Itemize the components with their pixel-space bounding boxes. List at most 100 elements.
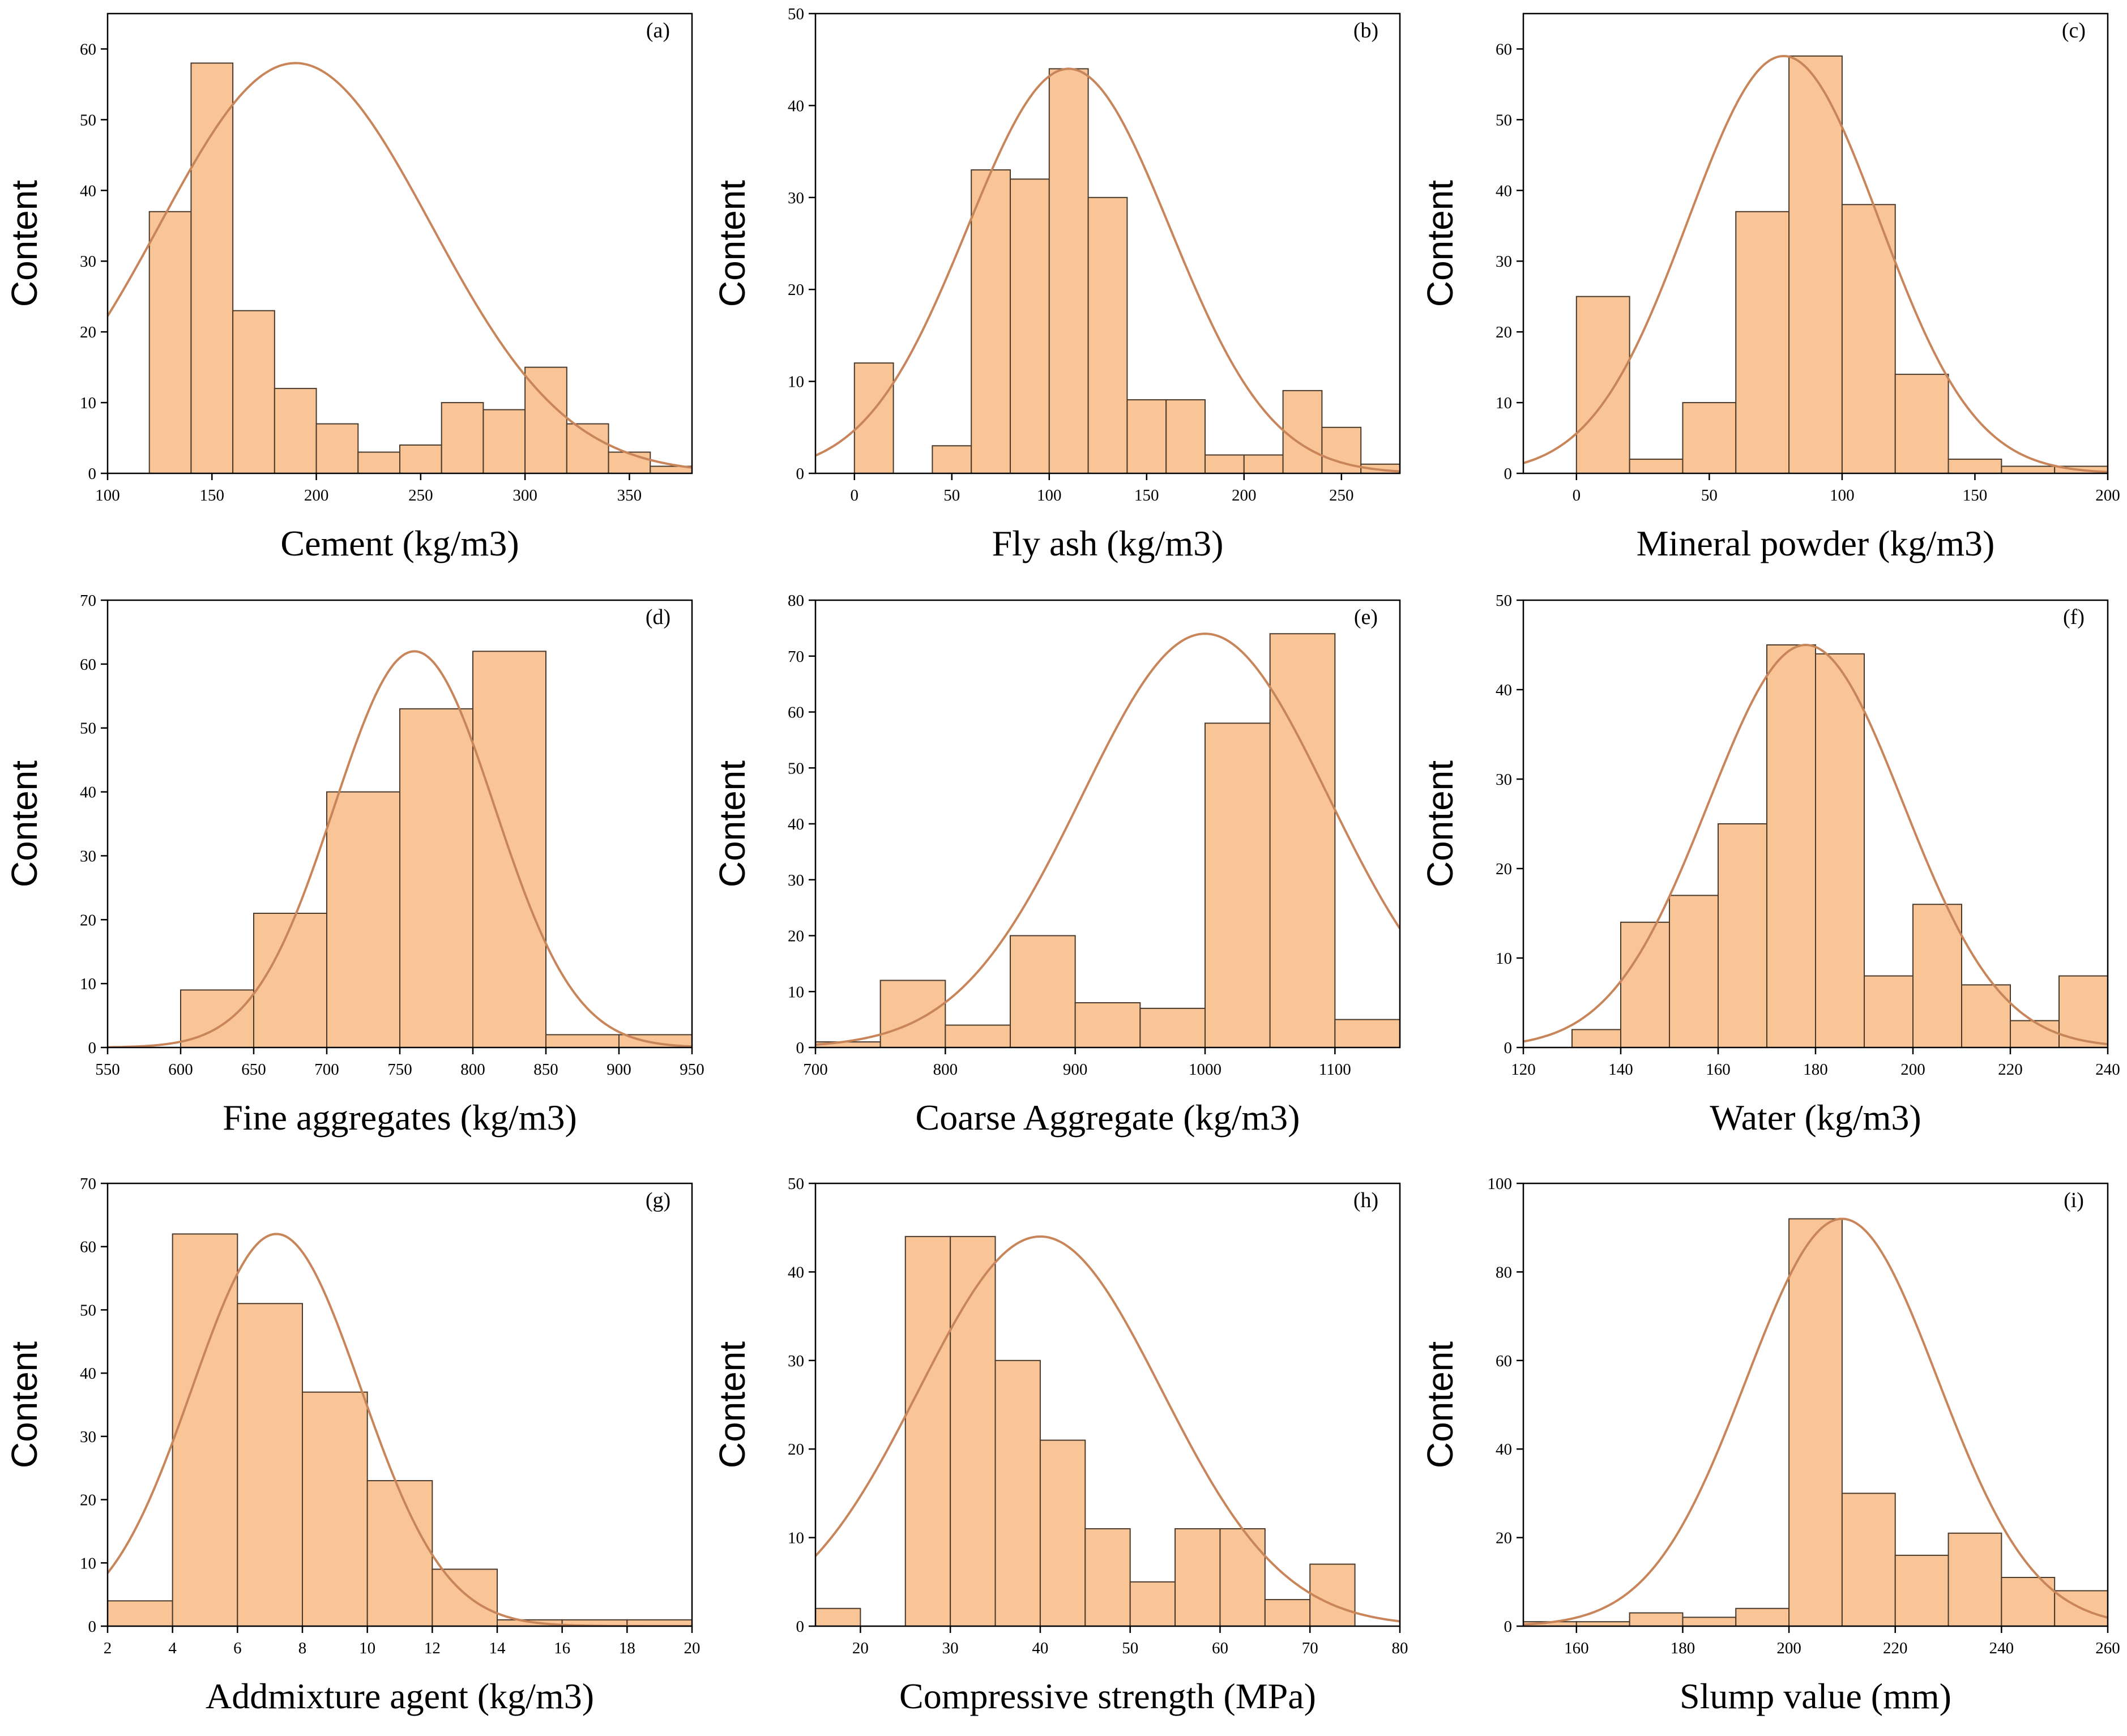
- histogram-bar: [366, 1480, 433, 1627]
- x-tick-label: 100: [1830, 486, 1855, 504]
- histogram-bar: [482, 409, 526, 474]
- x-tick-label: 350: [617, 486, 642, 504]
- x-tick-label: 240: [1989, 1639, 2014, 1657]
- y-tick-label: 30: [788, 189, 804, 207]
- y-axis-title: Content: [712, 760, 753, 887]
- normal-fit-curve: [1523, 1217, 2108, 1626]
- histogram-bar: [1735, 211, 1790, 474]
- histogram-bar: [1841, 1493, 1896, 1627]
- x-tick-label: 200: [1776, 1639, 1801, 1657]
- x-tick-label: 1100: [1319, 1061, 1351, 1079]
- histogram-bar: [545, 1034, 620, 1049]
- y-tick-label: 50: [80, 720, 96, 738]
- y-tick-label: 50: [80, 111, 96, 129]
- histogram-bar: [1243, 454, 1284, 474]
- histogram-bar: [1048, 68, 1089, 474]
- y-tick-label: 20: [788, 1440, 804, 1459]
- histogram-bar: [815, 1607, 861, 1627]
- histogram-bar: [1269, 633, 1336, 1048]
- histogram-bar: [1264, 1599, 1311, 1627]
- x-axis-title: Coarse Aggregate (kg/m3): [916, 1097, 1300, 1138]
- histogram-bar: [399, 444, 442, 474]
- y-tick-label: 10: [1496, 394, 1512, 412]
- y-tick-label: 30: [788, 871, 804, 890]
- histogram-bar: [1947, 1532, 2002, 1627]
- x-tick-label: 18: [619, 1639, 635, 1657]
- histogram-bar: [1718, 823, 1767, 1048]
- x-tick-label: 70: [1302, 1639, 1318, 1657]
- histogram-bar: [357, 451, 400, 474]
- panel-label: (h): [1353, 1188, 1378, 1212]
- y-tick-label: 50: [1496, 592, 1512, 610]
- histogram-bar: [315, 423, 359, 474]
- x-tick-label: 160: [1564, 1639, 1589, 1657]
- y-tick-label: 20: [80, 1491, 96, 1510]
- histogram-bar: [853, 362, 894, 474]
- normal-fit-curve: [815, 67, 1400, 473]
- x-tick-label: 30: [942, 1639, 959, 1657]
- panel-label: (f): [2063, 605, 2085, 629]
- x-tick-label: 150: [1963, 486, 1988, 504]
- histogram-bar: [190, 62, 234, 474]
- histogram-bar: [302, 1391, 368, 1627]
- histogram-bar: [1620, 921, 1670, 1049]
- x-tick-label: 0: [1573, 486, 1581, 504]
- histogram-bar: [326, 791, 400, 1048]
- y-tick-label: 10: [80, 394, 96, 412]
- x-tick-label: 800: [933, 1061, 958, 1079]
- y-tick-label: 30: [1496, 771, 1512, 789]
- histogram-bar: [1735, 1607, 1790, 1627]
- y-tick-label: 10: [1496, 950, 1512, 968]
- y-tick-label: 50: [788, 5, 804, 23]
- x-axis-title: Fine aggregates (kg/m3): [223, 1097, 577, 1138]
- y-axis-title: Content: [4, 760, 45, 887]
- histogram-bar: [1912, 904, 1962, 1048]
- histogram-panel-6: 120 140 160 180 200 220 240 0 10 20 30 40 50 (f) Water…: [1420, 592, 2120, 1138]
- histogram-bar: [1129, 1581, 1176, 1627]
- x-tick-label: 600: [168, 1061, 193, 1079]
- y-tick-label: 60: [788, 704, 804, 722]
- y-tick-label: 40: [80, 784, 96, 802]
- histogram-bar: [971, 169, 1011, 474]
- histogram-bar: [274, 388, 317, 474]
- x-tick-label: 650: [241, 1061, 266, 1079]
- normal-fit-curve: [1523, 54, 2108, 473]
- histogram-bar: [1010, 178, 1050, 474]
- x-axis-title: Slump value (mm): [1680, 1676, 1951, 1716]
- y-tick-label: 80: [1496, 1263, 1512, 1281]
- histogram-bar: [2010, 1020, 2060, 1048]
- normal-fit-curve: [108, 650, 692, 1047]
- histogram-bar: [1947, 459, 2002, 474]
- panel-label: (i): [2064, 1188, 2084, 1212]
- histogram-bar: [1575, 296, 1630, 474]
- y-tick-label: 20: [80, 323, 96, 341]
- histogram-bar: [253, 913, 327, 1048]
- histogram-bar: [1864, 975, 1914, 1048]
- panel-label: (a): [646, 19, 670, 42]
- y-tick-label: 0: [796, 1618, 805, 1636]
- y-tick-label: 50: [80, 1301, 96, 1319]
- normal-fit-curve: [108, 62, 692, 469]
- y-axis-title: Content: [1420, 1341, 1460, 1468]
- y-tick-label: 20: [788, 927, 804, 946]
- y-tick-label: 0: [88, 465, 97, 483]
- y-tick-label: 30: [1496, 253, 1512, 271]
- x-tick-label: 180: [1671, 1639, 1695, 1657]
- x-tick-label: 850: [533, 1061, 558, 1079]
- y-tick-label: 60: [1496, 1352, 1512, 1370]
- y-tick-label: 50: [788, 1175, 804, 1193]
- y-tick-label: 40: [788, 815, 804, 833]
- y-tick-label: 60: [80, 656, 96, 674]
- y-tick-label: 0: [1504, 1618, 1513, 1636]
- x-tick-label: 8: [298, 1639, 307, 1657]
- y-tick-label: 80: [788, 592, 804, 610]
- histogram-bar: [1074, 1002, 1141, 1048]
- x-tick-label: 200: [1232, 486, 1257, 504]
- plot-frame: [1522, 1182, 2109, 1627]
- x-tick-label: 550: [95, 1061, 120, 1079]
- histogram-bar: [1334, 1019, 1400, 1048]
- y-tick-label: 60: [1496, 40, 1512, 58]
- y-tick-label: 30: [80, 847, 96, 865]
- normal-fit-curve: [815, 1235, 1400, 1623]
